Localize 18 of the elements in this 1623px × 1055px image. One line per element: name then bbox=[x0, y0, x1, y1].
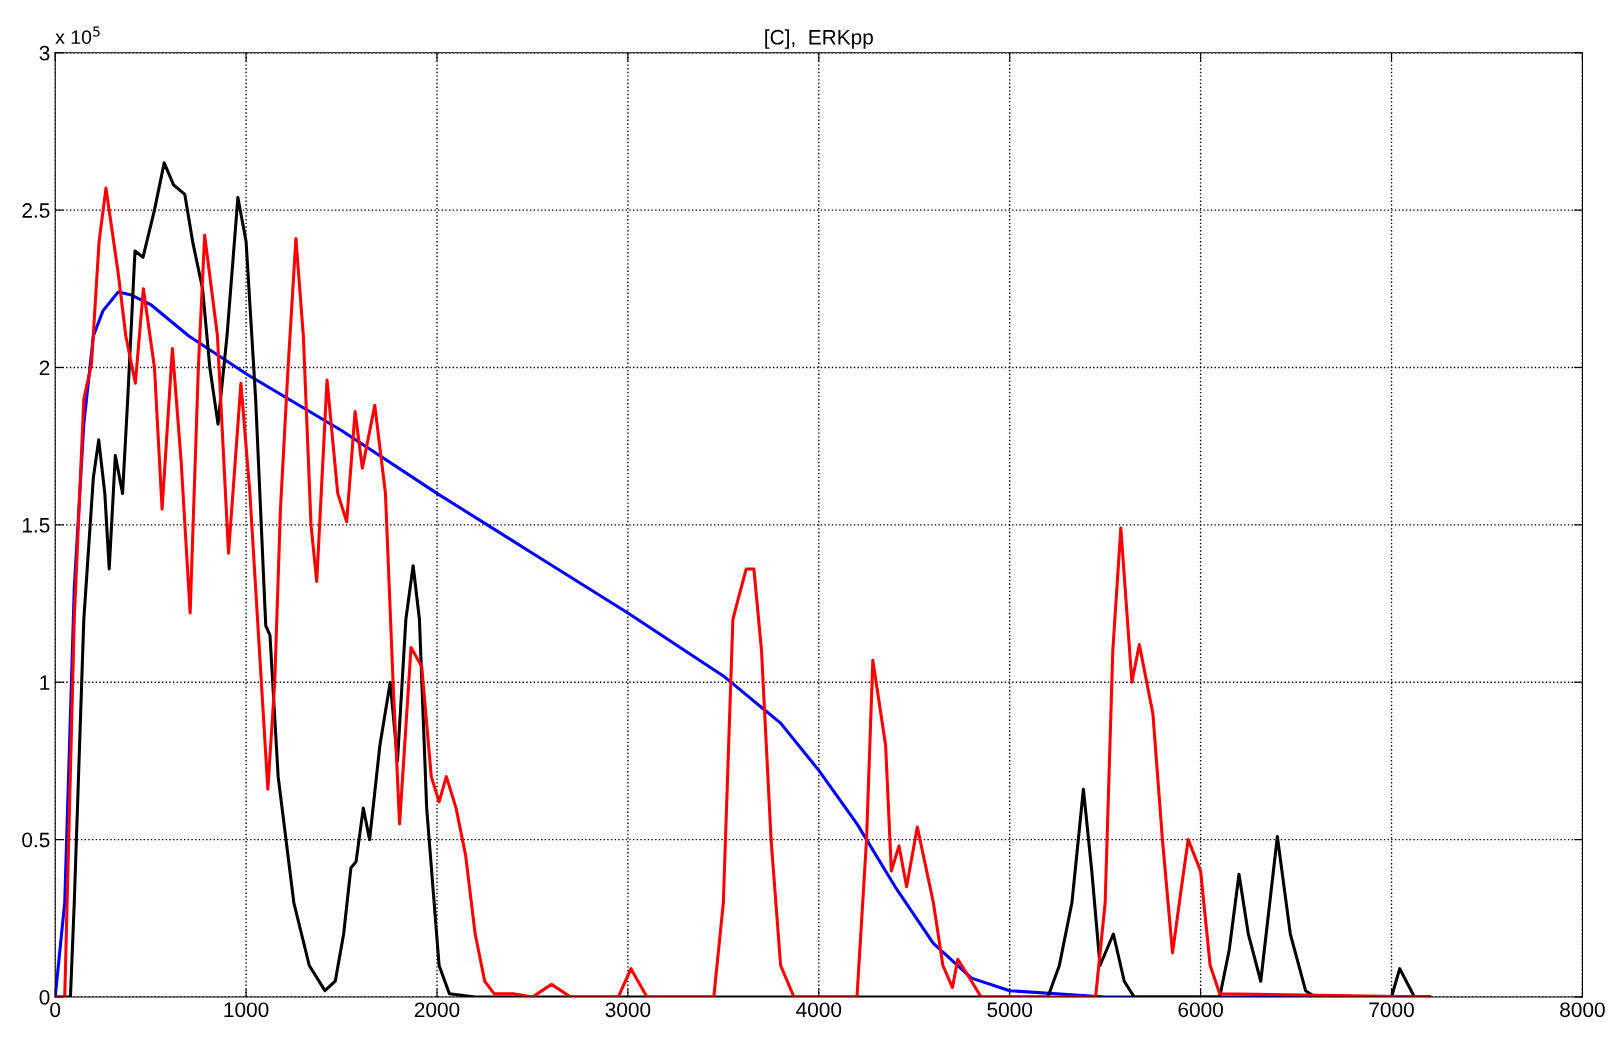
y-tick-label: 0.5 bbox=[22, 832, 50, 848]
x-tick-label: 5000 bbox=[987, 1002, 1033, 1018]
x-tick-label: 7000 bbox=[1369, 1002, 1414, 1018]
x-tick-label: 2000 bbox=[414, 1002, 460, 1018]
x-tick-label: 0 bbox=[50, 1002, 61, 1018]
x-tick-label: 1000 bbox=[224, 1002, 269, 1018]
y-tick-label: 1 bbox=[40, 675, 50, 690]
x-tick-label: 6000 bbox=[1178, 1002, 1223, 1018]
x-tick-label: 3000 bbox=[605, 1002, 651, 1018]
chart-title: [C], ERKpp bbox=[765, 29, 873, 49]
y-tick-label: 3 bbox=[39, 45, 50, 61]
y-tick-label: 0 bbox=[39, 989, 50, 1005]
x-tick-label: 8000 bbox=[1560, 1002, 1605, 1018]
x-tick-label: 4000 bbox=[796, 1002, 842, 1018]
y-tick-label: 2.5 bbox=[22, 203, 50, 218]
y-tick-label: 2 bbox=[39, 360, 50, 376]
text: x 10$^{5}$ bbox=[55, 26, 100, 45]
y-tick-label: 1.5 bbox=[22, 518, 50, 533]
